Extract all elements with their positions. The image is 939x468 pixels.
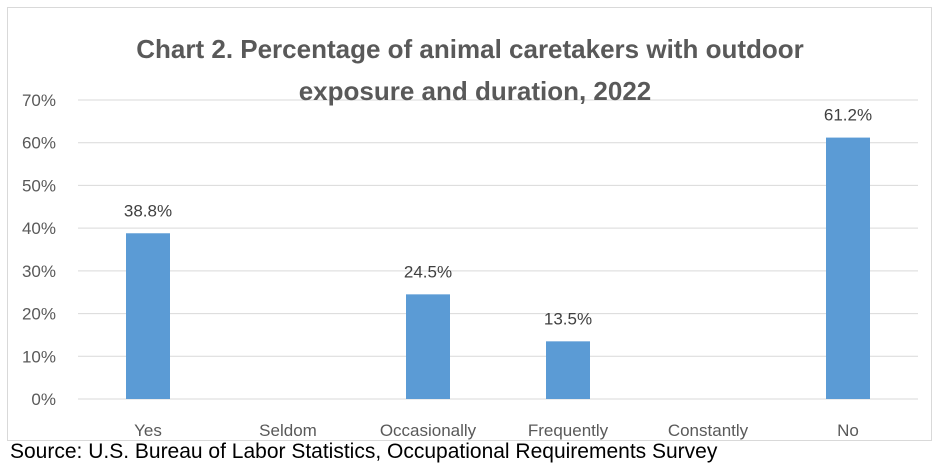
bar-frequently [546,341,590,399]
bar-occasionally [406,294,450,399]
data-label: 24.5% [404,262,452,281]
y-tick-label: 10% [22,347,56,366]
chart-title-line-2: exposure and duration, 2022 [299,76,652,106]
x-category-label: Frequently [528,421,609,440]
gridlines [78,99,918,400]
x-category-label: Yes [134,421,162,440]
x-category-label: No [837,421,859,440]
x-category-label: Seldom [259,421,317,440]
y-tick-label: 20% [22,305,56,324]
bar-yes [126,233,170,399]
y-tick-label: 50% [22,176,56,195]
y-tick-label: 60% [22,134,56,153]
data-label: 61.2% [824,106,872,125]
y-tick-label: 0% [31,390,56,409]
y-tick-label: 30% [22,262,56,281]
x-axis-categories: Yes Seldom Occasionally Frequently Constantl… [134,421,859,440]
bars [126,137,870,400]
y-tick-label: 70% [22,91,56,110]
chart-frame [7,7,932,441]
y-tick-label: 40% [22,219,56,238]
source-note: Source: U.S. Bureau of Labor Statistics,… [10,440,718,463]
bar-no [826,137,870,400]
y-axis-ticks: 0% 10% 20% 30% 40% 50% 60% 70% [22,91,56,409]
x-category-label: Occasionally [380,421,477,440]
data-label: 38.8% [124,201,172,220]
chart-title-line-1: Chart 2. Percentage of animal caretakers… [136,34,804,64]
data-label: 13.5% [544,309,592,328]
x-category-label: Constantly [668,421,749,440]
data-labels: 38.8% 24.5% 13.5% 61.2% [124,106,872,329]
